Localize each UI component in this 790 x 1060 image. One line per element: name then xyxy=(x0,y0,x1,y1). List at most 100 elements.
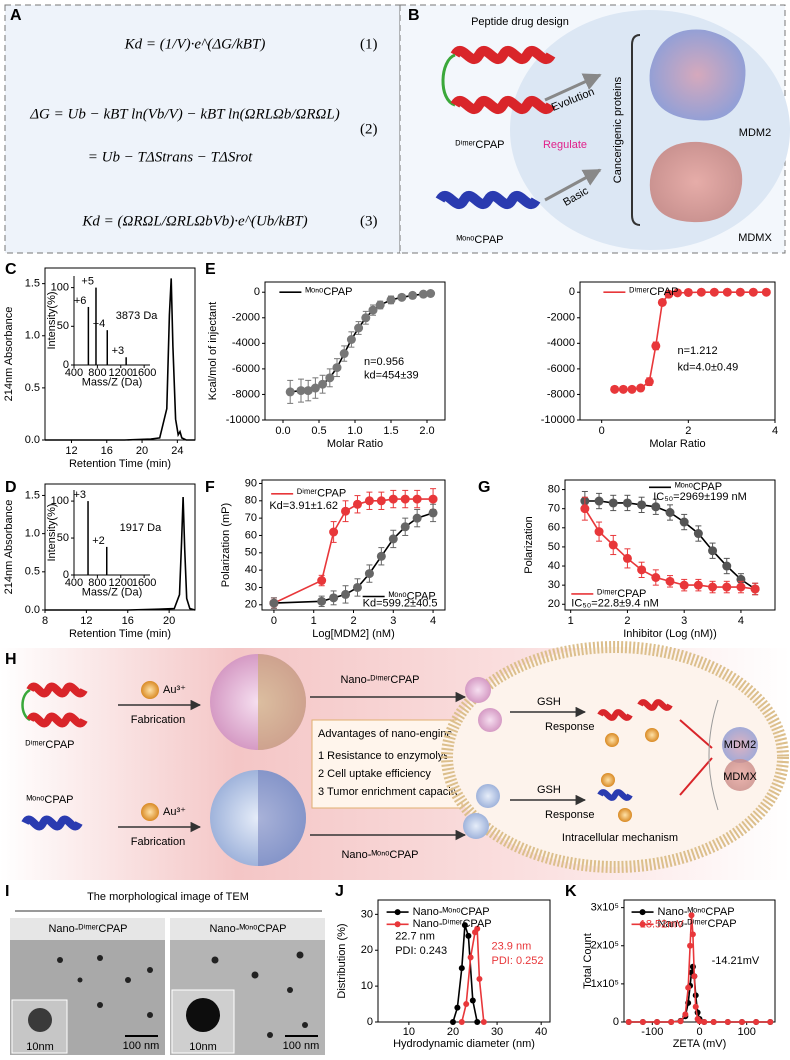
arrow xyxy=(544,73,602,102)
point xyxy=(296,386,306,396)
y-axis-label: 214nm Absorbance xyxy=(3,307,15,402)
point xyxy=(317,576,327,586)
y-tick-label: -4000 xyxy=(547,337,575,349)
y-tick-label: -8000 xyxy=(547,388,575,400)
point xyxy=(376,496,386,506)
y-tick-label: 100 xyxy=(51,282,69,294)
au-label: Au³⁺ xyxy=(163,806,186,818)
point xyxy=(458,965,465,972)
advantages-title: Advantages of nano-engineering xyxy=(318,728,477,740)
y-tick-label: 0.0 xyxy=(25,604,40,616)
legend-label: ᴰⁱᵐᵉʳCPAP xyxy=(629,286,678,298)
x-tick-label: 12 xyxy=(65,445,77,457)
x-axis-label: Molar Ratio xyxy=(327,438,383,450)
annotation: PDI: 0.252 xyxy=(492,955,544,967)
y-tick-label: 0 xyxy=(254,286,260,298)
y-tick-label: 70 xyxy=(548,503,560,515)
point xyxy=(644,377,654,387)
annotation: n=1.212 xyxy=(678,345,718,357)
regulate-label: Regulate xyxy=(543,139,587,151)
protein xyxy=(649,29,746,121)
y-tick-label: 0 xyxy=(613,1016,619,1028)
annotation: IC₅₀=2969±199 nM xyxy=(653,491,747,503)
point xyxy=(610,384,620,394)
legend-label: Nano-ᴰⁱᵐᵉʳCPAP xyxy=(658,918,737,930)
x-tick-label: 20 xyxy=(447,1026,459,1038)
annotation: 1917 Da xyxy=(120,522,162,534)
point xyxy=(388,534,398,544)
y-tick-label: -8000 xyxy=(232,388,260,400)
fabrication-label: Fabrication xyxy=(131,714,185,726)
point xyxy=(767,1019,774,1025)
helix xyxy=(597,789,633,801)
point xyxy=(469,997,476,1004)
point xyxy=(664,289,674,299)
y-tick-label: 70 xyxy=(245,512,257,524)
legend-label: ᴹᵒⁿᵒCPAP xyxy=(389,590,436,602)
x-tick-label: 2 xyxy=(624,615,630,627)
particle-zoom xyxy=(186,998,220,1032)
point xyxy=(364,496,374,506)
point xyxy=(654,1019,661,1025)
x-tick-label: 4 xyxy=(738,615,744,627)
y-tick-label: 80 xyxy=(548,483,560,495)
nanoparticle xyxy=(465,677,491,703)
point xyxy=(651,573,661,582)
y-tick-label: 1.5 xyxy=(25,278,40,290)
x-tick-label: 400 xyxy=(65,577,83,589)
legend-marker xyxy=(639,921,646,928)
point xyxy=(692,1003,699,1010)
annotation: kd=454±39 xyxy=(364,370,419,382)
point xyxy=(679,517,689,527)
y-tick-label: 0 xyxy=(569,286,575,298)
point xyxy=(341,506,351,516)
point xyxy=(722,287,732,297)
helix xyxy=(26,712,88,728)
point xyxy=(269,598,279,608)
point xyxy=(636,383,646,393)
point xyxy=(668,1019,675,1025)
mdm2-label: MDM2 xyxy=(739,127,771,139)
point xyxy=(418,289,428,299)
point xyxy=(461,922,468,929)
helix xyxy=(26,682,88,698)
y-tick-label: 20 xyxy=(548,598,560,610)
equation: Kd = (1/V)·e^(ΔG/kBT) xyxy=(124,36,266,52)
nanoparticle xyxy=(476,784,500,808)
point xyxy=(474,925,481,932)
point xyxy=(608,540,618,550)
point xyxy=(761,287,771,297)
equation: Kd = (ΩRΩL/ΩRLΩbVb)·e^(Ub/kBT) xyxy=(81,213,307,229)
inhibit-line xyxy=(679,757,713,796)
x-tick-label: 400 xyxy=(65,367,83,379)
point xyxy=(412,494,422,504)
y-tick-label: -10000 xyxy=(541,414,575,426)
y-tick-label: 3x10⁵ xyxy=(591,902,619,914)
y-tick-label: 20 xyxy=(361,944,373,956)
x-axis-label: Inhibitor (Log (nM)) xyxy=(623,628,717,640)
nanoparticle-mesh xyxy=(258,654,306,750)
annotation: kd=4.0±0.49 xyxy=(678,361,739,373)
panel-letter: I xyxy=(5,883,9,900)
point xyxy=(639,1019,646,1025)
annotation: -18.52mV xyxy=(636,918,684,930)
y-tick-label: 0.5 xyxy=(25,566,40,578)
y-tick-label: -2000 xyxy=(232,312,260,324)
y-tick-label: 50 xyxy=(57,532,69,544)
point xyxy=(317,596,327,606)
point xyxy=(480,1019,487,1025)
particle-zoom xyxy=(28,1008,52,1032)
y-axis-label: 214nm Absorbance xyxy=(3,500,15,595)
point xyxy=(637,565,647,575)
y-tick-label: 20 xyxy=(245,599,257,611)
target-label: MDM2 xyxy=(724,739,756,751)
divider xyxy=(708,699,719,811)
point xyxy=(352,582,362,592)
y-tick-label: 80 xyxy=(245,495,257,507)
x-tick-label: 30 xyxy=(491,1026,503,1038)
point xyxy=(361,313,371,323)
image-label: Nano-ᴹᵒⁿᵒCPAP xyxy=(209,923,286,935)
x-tick-label: 1.0 xyxy=(347,425,362,437)
point xyxy=(400,522,410,532)
x-axis-label: Retention Time (min) xyxy=(69,458,171,470)
